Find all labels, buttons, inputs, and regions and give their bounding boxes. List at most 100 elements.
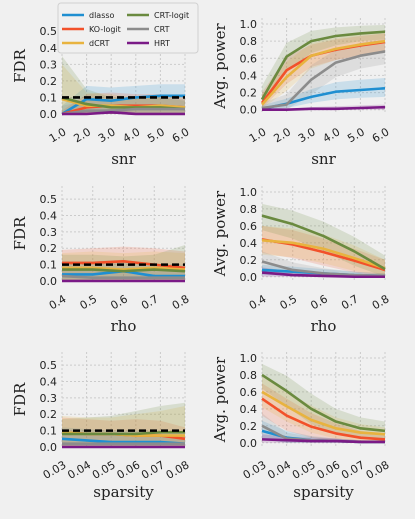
series-line-dCRT: [261, 39, 386, 106]
x-tick-label: 0.08: [164, 458, 192, 482]
y-tick-label: 0.4: [240, 403, 258, 416]
y-tick-label: 1.0: [240, 186, 258, 199]
x-tick-label: 0.7: [139, 292, 161, 312]
x-tick-label: 0.5: [78, 292, 100, 312]
y-tick-label: 0.2: [40, 75, 58, 88]
y-tick-label: 0.2: [40, 242, 58, 255]
series-line-CRT-logit: [261, 214, 386, 271]
series-line-HRT: [261, 271, 385, 279]
band-KO-logit: [262, 383, 385, 443]
y-axis-label: Avg. power: [211, 190, 229, 277]
y-tick-label: 0.1: [40, 259, 58, 272]
band-CRT-logit: [262, 363, 385, 441]
series-line-CRT-logit: [62, 268, 186, 273]
series-line-CRT-logit: [61, 96, 186, 111]
series-line-CRT: [61, 107, 185, 116]
y-tick-label: 0.0: [40, 108, 58, 121]
x-tick-label: 2.0: [71, 125, 93, 145]
series-line-dCRT: [62, 266, 186, 271]
y-tick-label: 0.1: [40, 425, 58, 438]
y-tick-label: 0.8: [240, 203, 258, 216]
x-tick-label: 3.0: [96, 125, 118, 145]
band-KO-logit: [262, 33, 385, 108]
y-tick-label: 0.2: [40, 408, 58, 421]
x-tick-label: 0.6: [308, 292, 330, 312]
legend-label-CRT: CRT: [154, 25, 170, 34]
y-axis-label: Avg. power: [211, 22, 229, 109]
series-line-dCRT: [261, 238, 386, 270]
y-tick-label: 0.4: [40, 209, 58, 222]
x-tick-label: 1.0: [247, 125, 269, 145]
panel-2: 0.00.20.40.60.81.01.0 2.0 3.0 4.0 5.0 6.0snrA…: [211, 18, 392, 168]
y-tick-label: 0.4: [240, 69, 258, 82]
series-line-HRT: [62, 111, 185, 116]
y-tick-label: 0.5: [40, 25, 58, 38]
y-tick-label: 1.0: [240, 18, 258, 31]
x-tick-label: 0.8: [170, 292, 192, 312]
y-tick-label: 0.4: [40, 375, 58, 388]
y-tick-label: 0.5: [40, 359, 58, 372]
legend-label-dCRT: dCRT: [89, 39, 110, 48]
y-axis-label: FDR: [11, 382, 29, 416]
y-tick-label: 0.4: [40, 42, 58, 55]
series-line-CRT: [261, 260, 386, 278]
legend-label-KO-logit: KO-logit: [89, 25, 121, 34]
x-tick-label: 1.0: [47, 125, 69, 145]
series-line-HRT: [262, 105, 386, 112]
x-tick-label: 5.0: [145, 125, 167, 145]
series-line-KO-logit: [261, 397, 386, 441]
y-tick-label: 0.2: [240, 420, 258, 433]
x-tick-label: 5.0: [345, 125, 367, 145]
x-tick-label: 0.8: [370, 292, 392, 312]
series-line-CRT-logit: [62, 430, 185, 436]
band-CRT: [262, 413, 385, 443]
x-tick-label: 0.4: [47, 292, 69, 312]
band-dCRT: [262, 31, 385, 109]
y-tick-label: 0.0: [240, 104, 258, 117]
band-CRT-logit: [262, 24, 385, 108]
y-axis-label: FDR: [11, 48, 29, 82]
x-tick-label: 0.5: [278, 292, 300, 312]
band-dCRT: [62, 64, 185, 114]
panel-3: 0.0 0.1 0.2 0.3 0.4 0.5 0.4 0.5 0.6 0.7 0.8 rho FDR: [11, 186, 192, 335]
series-line-CRT: [261, 50, 386, 110]
series-line-CRT-logit: [261, 373, 386, 433]
y-tick-label: 0.4: [240, 237, 258, 250]
y-tick-label: 0.2: [240, 87, 258, 100]
legend-label-HRT: HRT: [154, 39, 170, 48]
legend-label-CRT-logit: CRT-logit: [154, 11, 189, 20]
x-axis-label: snr: [111, 150, 136, 168]
x-axis-label: rho: [311, 317, 337, 335]
panel-1: 0.0 0.1 0.2 0.3 0.4 0.5 1.0 2.0 3.0 4.0 5.0 6.0 snr F…: [11, 18, 192, 168]
x-tick-label: 0.7: [339, 292, 361, 312]
x-tick-label: 0.08: [364, 458, 392, 482]
y-axis-label: FDR: [11, 216, 29, 250]
x-tick-label: 2.0: [271, 125, 293, 145]
panel-4: 0.0 0.2 0.4 0.6 0.8 1.0 0.4 0.5 0.6 0.7 0.8 rho Avg.…: [211, 186, 392, 335]
y-axis-label: Avg. power: [211, 356, 229, 443]
legend: dlasso CRT-logit KO-logit CRT dCRT HRT: [57, 2, 199, 54]
series-line-dlasso: [61, 94, 185, 116]
y-tick-label: 0.3: [40, 226, 58, 239]
y-tick-label: 0.3: [40, 58, 58, 71]
y-tick-label: 0.5: [40, 193, 58, 206]
legend-label-dlasso: dlasso: [89, 11, 115, 20]
y-tick-label: 0.8: [240, 369, 258, 382]
x-tick-label: 0.4: [247, 292, 269, 312]
series-line-CRT: [61, 274, 185, 280]
y-tick-label: 0.8: [240, 35, 258, 48]
y-tick-label: 0.0: [240, 437, 258, 450]
y-tick-label: 0.0: [40, 275, 58, 288]
x-tick-label: 0.6: [108, 292, 130, 312]
series-line-dlasso: [61, 437, 186, 446]
x-tick-label: 6.0: [170, 125, 192, 145]
x-axis-label: sparsity: [93, 483, 154, 501]
x-tick-label: 4.0: [121, 125, 143, 145]
x-tick-label: 3.0: [296, 125, 318, 145]
band-CRT-logit: [62, 244, 185, 281]
x-axis-label: rho: [111, 317, 137, 335]
y-tick-label: 0.0: [40, 441, 58, 454]
x-axis-label: sparsity: [293, 483, 354, 501]
panel-5: 0.00.10.20.30.40.50.030.040.050.060.070.…: [11, 352, 192, 501]
